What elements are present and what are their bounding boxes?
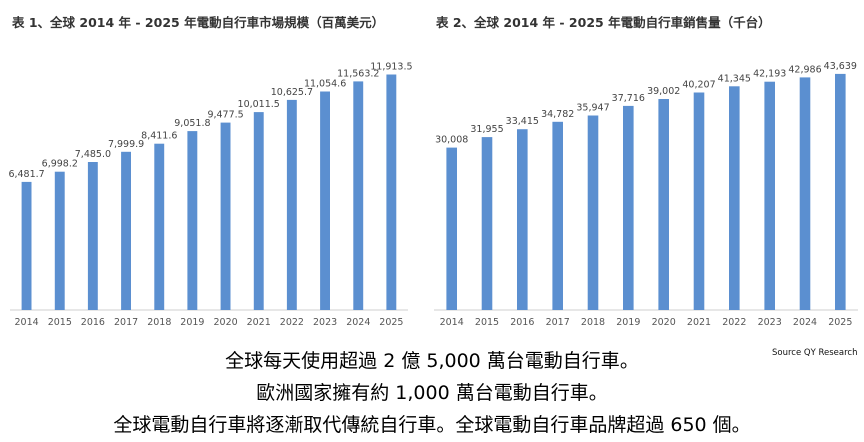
x-tick-label-2020: 2020 <box>652 317 676 328</box>
caption-line: 全球電動自行車將逐漸取代傳統自行車。全球電動自行車品牌超過 650 個。 <box>113 414 751 436</box>
bar-2020 <box>220 122 231 310</box>
source-note: Source QY Research <box>772 348 858 358</box>
data-label-2020: 9,477.5 <box>207 110 243 121</box>
x-tick-label-2020: 2020 <box>214 317 238 328</box>
data-label-2024: 42,986 <box>788 64 821 75</box>
x-tick-label-2018: 2018 <box>581 317 605 328</box>
bar-2025 <box>835 73 846 311</box>
x-tick-label-2023: 2023 <box>758 317 782 328</box>
x-tick-label-2024: 2024 <box>793 317 817 328</box>
x-tick-label-2025: 2025 <box>379 317 403 328</box>
data-label-2015: 6,998.2 <box>42 159 78 170</box>
x-tick-label-2021: 2021 <box>687 317 711 328</box>
x-tick-label-2017: 2017 <box>546 317 570 328</box>
bar-2017 <box>121 151 131 310</box>
market-size-chart-svg: 6,481.7 2014 6,998.2 2015 7,485.0 2016 7,999.9… <box>8 62 412 329</box>
data-label-2017: 34,782 <box>541 109 574 120</box>
data-label-2018: 35,947 <box>576 103 609 114</box>
x-tick-label-2017: 2017 <box>114 317 138 328</box>
bar-2015 <box>54 171 65 310</box>
data-label-2019: 37,716 <box>612 93 645 104</box>
bar-2014 <box>21 181 32 310</box>
data-label-2021: 10,011.5 <box>238 99 280 110</box>
chart-title: 表 2、全球 2014 年 - 2025 年電動自行車銷售量（千台） <box>436 15 771 30</box>
caption-line: 歐洲國家擁有約 1,000 萬台電動自行車。 <box>256 382 608 404</box>
bar-2023 <box>764 81 775 310</box>
data-label-2015: 31,955 <box>470 124 503 135</box>
x-tick-label-2015: 2015 <box>475 317 499 328</box>
bar-2025 <box>386 74 397 310</box>
bar-2014 <box>446 147 457 310</box>
data-label-2025: 11,913.5 <box>370 62 412 73</box>
data-label-2023: 11,054.6 <box>304 79 346 90</box>
x-tick-label-2024: 2024 <box>346 317 370 328</box>
x-tick-label-2022: 2022 <box>280 317 304 328</box>
x-tick-label-2023: 2023 <box>313 317 337 328</box>
bar-2020 <box>658 99 669 310</box>
x-tick-label-2014: 2014 <box>440 317 464 328</box>
bar-2016 <box>87 162 98 310</box>
market-size-chart: 表 1、全球 2014 年 - 2025 年電動自行車市場規模（百萬美元） 6,… <box>8 8 418 346</box>
caption-line: 全球每天使用超過 2 億 5,000 萬台電動自行車。 <box>225 350 639 372</box>
sales-volume-chart: 表 2、全球 2014 年 - 2025 年電動自行車銷售量（千台） 30,00… <box>432 8 860 346</box>
data-label-2024: 11,563.2 <box>337 68 379 79</box>
data-label-2016: 7,485.0 <box>75 149 111 160</box>
chart-title: 表 1、全球 2014 年 - 2025 年電動自行車市場規模（百萬美元） <box>12 15 385 30</box>
data-label-2019: 9,051.8 <box>174 118 210 129</box>
data-label-2023: 42,193 <box>753 69 786 80</box>
data-label-2014: 30,008 <box>435 135 468 146</box>
x-tick-label-2019: 2019 <box>180 317 204 328</box>
data-label-2018: 8,411.6 <box>141 131 177 142</box>
bar-2022 <box>729 86 740 310</box>
bar-2016 <box>517 129 528 310</box>
x-tick-label-2016: 2016 <box>81 317 105 328</box>
bar-2018 <box>154 143 165 310</box>
x-tick-label-2022: 2022 <box>722 317 746 328</box>
bar-2022 <box>286 99 297 311</box>
data-label-2021: 40,207 <box>682 80 715 91</box>
bar-2021 <box>693 92 705 310</box>
bar-2017 <box>552 121 563 310</box>
bar-2019 <box>187 131 198 310</box>
bar-2024 <box>353 81 364 311</box>
data-label-2017: 7,999.9 <box>108 139 144 150</box>
bar-2024 <box>799 77 811 311</box>
bar-2021 <box>253 112 264 310</box>
sales-volume-chart-svg: 30,008 2014 31,955 2015 33,415 2016 34,782 2017… <box>434 61 858 328</box>
bar-2023 <box>320 91 330 310</box>
x-tick-label-2014: 2014 <box>15 317 39 328</box>
x-tick-label-2016: 2016 <box>510 317 534 328</box>
bar-2019 <box>623 105 634 311</box>
data-label-2022: 10,625.7 <box>271 87 313 98</box>
x-tick-label-2021: 2021 <box>247 317 271 328</box>
x-tick-label-2025: 2025 <box>828 317 852 328</box>
data-label-2022: 41,345 <box>718 73 751 84</box>
x-tick-label-2015: 2015 <box>48 317 72 328</box>
data-label-2020: 39,002 <box>647 86 680 97</box>
x-tick-label-2019: 2019 <box>616 317 640 328</box>
bar-2015 <box>481 137 493 310</box>
data-label-2025: 43,639 <box>824 61 857 72</box>
data-label-2014: 6,481.7 <box>8 169 44 180</box>
x-tick-label-2018: 2018 <box>147 317 171 328</box>
data-label-2016: 33,415 <box>506 116 539 127</box>
bar-2018 <box>587 115 599 310</box>
